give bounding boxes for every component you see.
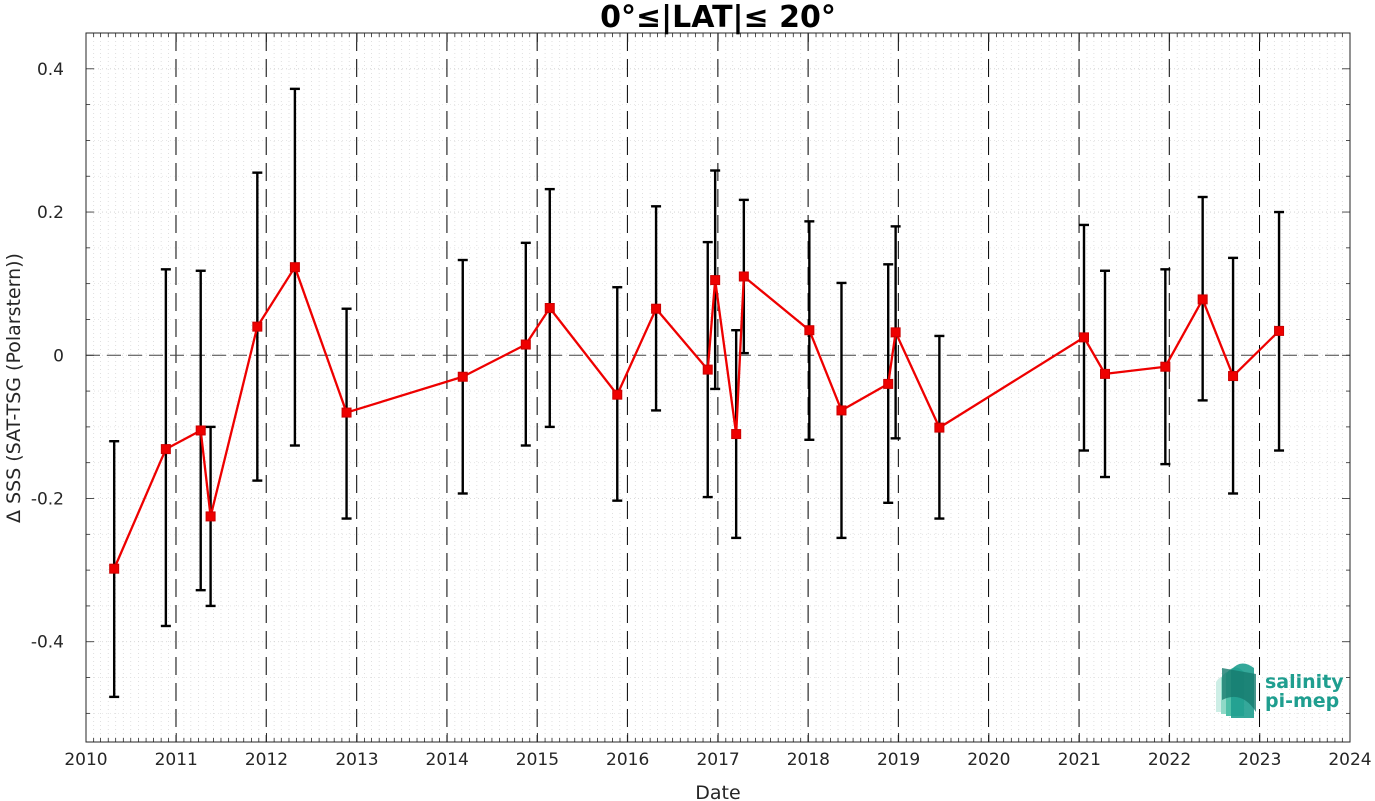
- data-point-marker: [1078, 332, 1089, 343]
- x-tick-label: 2016: [606, 750, 649, 770]
- x-tick-label: 2019: [877, 750, 920, 770]
- data-point-marker: [252, 321, 263, 332]
- data-point-marker: [544, 303, 555, 314]
- data-point-marker: [195, 425, 206, 436]
- x-tick-label: 2018: [787, 750, 830, 770]
- data-point-marker: [289, 262, 300, 273]
- data-point-marker: [934, 422, 945, 433]
- data-point-marker: [731, 429, 742, 440]
- y-tick-label: 0.4: [37, 60, 64, 80]
- data-point-marker: [612, 389, 623, 400]
- x-tick-label: 2013: [335, 750, 378, 770]
- x-tick-label: 2017: [696, 750, 739, 770]
- data-point-marker: [702, 364, 713, 375]
- y-tick-label: -0.4: [31, 633, 64, 653]
- data-point-marker: [883, 378, 894, 389]
- data-point-marker: [109, 563, 120, 574]
- series-markers: [109, 262, 1285, 574]
- x-tick-label: 2012: [245, 750, 288, 770]
- data-point-marker: [520, 339, 531, 350]
- data-point-marker: [457, 371, 468, 382]
- data-point-marker: [205, 511, 216, 522]
- x-tick-label: 2021: [1058, 750, 1101, 770]
- logo-wave-icon: [1216, 663, 1256, 718]
- data-point-marker: [1228, 371, 1239, 382]
- data-point-marker: [651, 303, 662, 314]
- x-tick-label: 2011: [155, 750, 198, 770]
- year-boundary-lines: [175, 33, 1261, 742]
- data-point-marker: [160, 444, 171, 455]
- x-tick-label: 2024: [1328, 750, 1371, 770]
- x-tick-label: 2015: [516, 750, 559, 770]
- y-tick-label: 0.2: [37, 203, 64, 223]
- data-point-marker: [710, 275, 721, 286]
- x-tick-labels: 2010 2011 2012 2013 2014 2015 2016 2017 2018 2019…: [64, 750, 1371, 770]
- x-tick-label: 2020: [967, 750, 1010, 770]
- axis-ticks: [85, 32, 1351, 742]
- data-point-marker: [341, 407, 352, 418]
- y-tick-label: -0.2: [31, 490, 64, 510]
- y-tick-labels: -0.4 -0.2 0 0.2 0.4: [31, 60, 64, 653]
- data-point-marker: [1197, 294, 1208, 305]
- x-tick-label: 2022: [1148, 750, 1191, 770]
- data-point-marker: [836, 405, 847, 416]
- error-bars: [109, 87, 1285, 699]
- data-point-marker: [1100, 368, 1111, 379]
- data-point-marker: [1160, 361, 1171, 372]
- y-axis-label: Δ SSS (SAT-TSG (Polarstern)): [3, 253, 25, 523]
- salinity-pi-mep-logo: salinity pi-mep: [1216, 663, 1344, 718]
- x-tick-label: 2023: [1238, 750, 1281, 770]
- x-tick-label: 2010: [64, 750, 107, 770]
- x-tick-label: 2014: [426, 750, 469, 770]
- data-point-marker: [890, 327, 901, 338]
- logo-text-line1: salinity: [1265, 671, 1344, 693]
- chart-title: 0°≤|LAT|≤ 20°: [600, 0, 836, 35]
- x-axis-label: Date: [695, 782, 740, 801]
- data-point-marker: [804, 325, 815, 336]
- y-tick-label: 0: [53, 346, 64, 366]
- data-point-marker: [1274, 325, 1285, 336]
- data-point-marker: [738, 271, 749, 282]
- logo-text-line2: pi-mep: [1265, 690, 1339, 712]
